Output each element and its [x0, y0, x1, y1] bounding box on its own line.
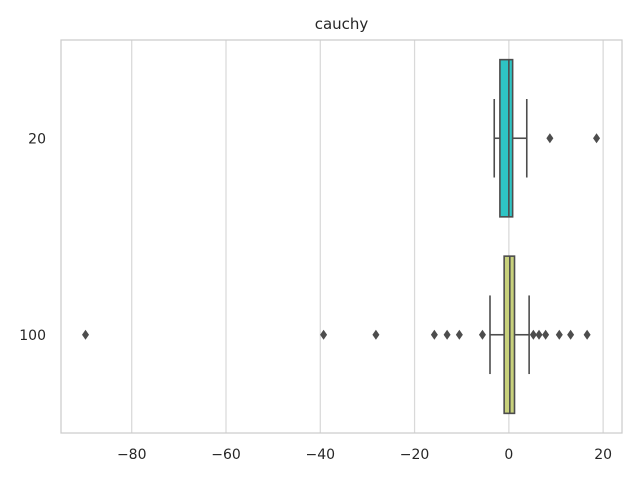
y-tick-labels: 20 100	[19, 131, 46, 344]
outlier-point	[372, 329, 380, 340]
x-tick-labels: −80 −60 −40 −20 0 20	[117, 447, 612, 463]
x-tick-label: 0	[504, 447, 513, 463]
outlier-point	[555, 329, 563, 340]
box-100	[82, 255, 591, 415]
x-tick-label: 20	[594, 447, 612, 463]
plot-frame	[60, 39, 623, 434]
outlier-point	[478, 329, 486, 340]
box-20	[493, 58, 601, 218]
outlier-point	[542, 329, 550, 340]
outlier-point	[82, 329, 90, 340]
outlier-point	[567, 329, 575, 340]
outlier-point	[535, 329, 543, 340]
x-tick-label: −60	[211, 447, 241, 463]
outlier-point	[455, 329, 463, 340]
outlier-point	[320, 329, 328, 340]
outlier-point	[546, 133, 554, 144]
y-tick-label: 100	[19, 328, 46, 344]
outlier-point	[529, 329, 537, 340]
x-tick-label: −80	[117, 447, 147, 463]
outlier-point	[430, 329, 438, 340]
box-layer	[82, 58, 601, 415]
y-tick-label: 20	[28, 131, 46, 147]
outlier-point	[583, 329, 591, 340]
grid-lines	[131, 40, 604, 433]
outlier-point	[443, 329, 451, 340]
chart-title: cauchy	[314, 15, 369, 33]
box-iqr	[499, 58, 514, 218]
x-tick-label: −40	[306, 447, 336, 463]
x-tick-label: −20	[400, 447, 430, 463]
outlier-point	[593, 133, 601, 144]
